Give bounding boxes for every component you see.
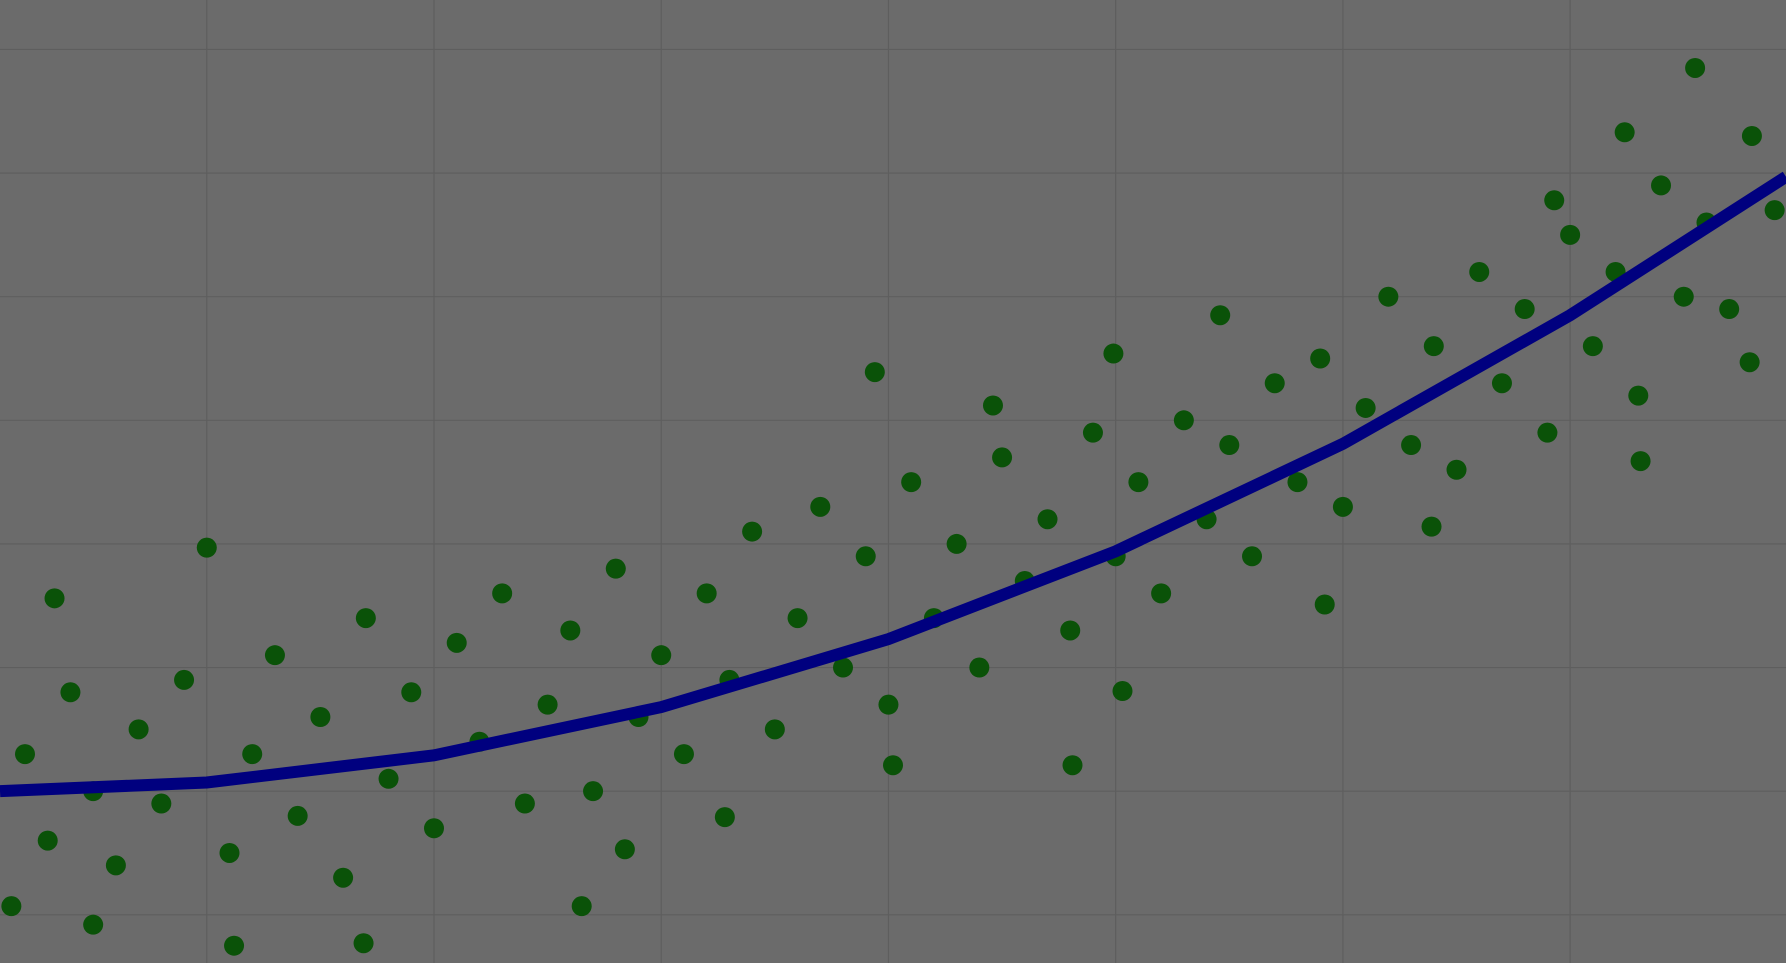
scatter-point bbox=[1, 896, 22, 917]
scatter-point bbox=[1287, 472, 1308, 493]
scatter-point bbox=[424, 818, 445, 839]
scatter-point bbox=[1210, 305, 1231, 326]
scatter-point bbox=[1560, 224, 1581, 245]
scatter-point bbox=[1037, 509, 1058, 530]
scatter-point bbox=[1242, 546, 1263, 567]
scatter-point bbox=[1544, 190, 1565, 211]
scatter-point bbox=[1628, 385, 1649, 406]
scatter-point bbox=[583, 781, 604, 802]
scatter-point bbox=[864, 362, 885, 383]
fit-curve bbox=[0, 171, 1786, 798]
scatter-point bbox=[1719, 299, 1740, 320]
scatter-point bbox=[605, 558, 626, 579]
scatter-point bbox=[883, 755, 903, 776]
scatter-point bbox=[355, 608, 376, 629]
scatter-point bbox=[287, 805, 308, 826]
scatter-point bbox=[1741, 125, 1762, 146]
scatter-point bbox=[224, 935, 245, 956]
scatter-point bbox=[537, 694, 558, 715]
scatter-point bbox=[1421, 516, 1442, 537]
scatter-point bbox=[1128, 472, 1149, 493]
scatter-point bbox=[714, 807, 735, 828]
scatter-point bbox=[1630, 451, 1651, 472]
scatter-point bbox=[1219, 435, 1240, 456]
scatter-point bbox=[673, 744, 694, 765]
scatter-point bbox=[1582, 336, 1603, 357]
scatter-point bbox=[810, 496, 831, 517]
scatter-point bbox=[1514, 299, 1535, 320]
scatter-point bbox=[353, 933, 374, 954]
scatter-point bbox=[901, 472, 922, 493]
scatter-point bbox=[1651, 175, 1672, 196]
scatter-point bbox=[333, 867, 354, 888]
scatter-point bbox=[219, 842, 240, 863]
scatter-point bbox=[401, 682, 422, 703]
scatter-point bbox=[37, 830, 58, 851]
scatter-point bbox=[105, 855, 126, 876]
scatter-point bbox=[1082, 422, 1103, 443]
scatter-point bbox=[242, 744, 263, 765]
scatter-point bbox=[651, 645, 672, 666]
scatter-point bbox=[1401, 435, 1422, 456]
scatter-point bbox=[492, 583, 513, 604]
scatter-point bbox=[1060, 620, 1081, 641]
scatter-point bbox=[1378, 286, 1399, 307]
scatter-point bbox=[60, 682, 81, 703]
scatter-point bbox=[44, 588, 65, 609]
scatter-point bbox=[1537, 422, 1558, 443]
scatter-point bbox=[83, 914, 104, 935]
scatter-point bbox=[1469, 261, 1490, 282]
scatter-point bbox=[1173, 410, 1194, 431]
scatter-point bbox=[1355, 397, 1376, 418]
scatter-point bbox=[1614, 122, 1635, 143]
scatter-point bbox=[992, 447, 1013, 468]
scatter-point bbox=[1314, 594, 1335, 615]
scatter-point bbox=[1423, 336, 1444, 357]
scatter-point bbox=[742, 521, 763, 542]
scatter-point bbox=[1151, 583, 1172, 604]
scatter-point bbox=[787, 608, 808, 629]
scatter-point bbox=[1446, 459, 1467, 480]
scatter-point bbox=[571, 896, 592, 917]
scatter-point bbox=[833, 657, 854, 678]
scatter-point bbox=[196, 537, 217, 558]
scatter-point bbox=[128, 719, 149, 740]
scatter-point bbox=[1310, 348, 1331, 369]
scatter-point bbox=[1685, 57, 1706, 78]
scatter-point bbox=[764, 719, 785, 740]
scatter-point bbox=[855, 546, 876, 567]
scatter-point bbox=[982, 395, 1003, 416]
scatter-point bbox=[151, 793, 172, 814]
scatter-point bbox=[1764, 200, 1785, 221]
scatter-point bbox=[1673, 286, 1694, 307]
scatter-point bbox=[969, 657, 990, 678]
scatter-point bbox=[1103, 343, 1124, 364]
scatter-point bbox=[1112, 681, 1133, 702]
scatter-point bbox=[1062, 755, 1083, 776]
scatter-point bbox=[378, 768, 399, 789]
scatter-point bbox=[696, 583, 717, 604]
scatter-point bbox=[614, 839, 635, 860]
scatter-point bbox=[946, 533, 967, 554]
scatter-point bbox=[1264, 373, 1285, 394]
scatter-point bbox=[446, 632, 467, 653]
scatter-point bbox=[514, 793, 535, 814]
scatter-point bbox=[1739, 352, 1760, 373]
scatter-point bbox=[264, 645, 285, 666]
scatter-point bbox=[878, 694, 899, 715]
scatter-point bbox=[560, 620, 581, 641]
scatter-point bbox=[1332, 496, 1353, 517]
scatter-point bbox=[1491, 373, 1512, 394]
scatter-point bbox=[310, 706, 331, 727]
scatter-point bbox=[174, 669, 195, 690]
scatter-point bbox=[14, 744, 35, 765]
